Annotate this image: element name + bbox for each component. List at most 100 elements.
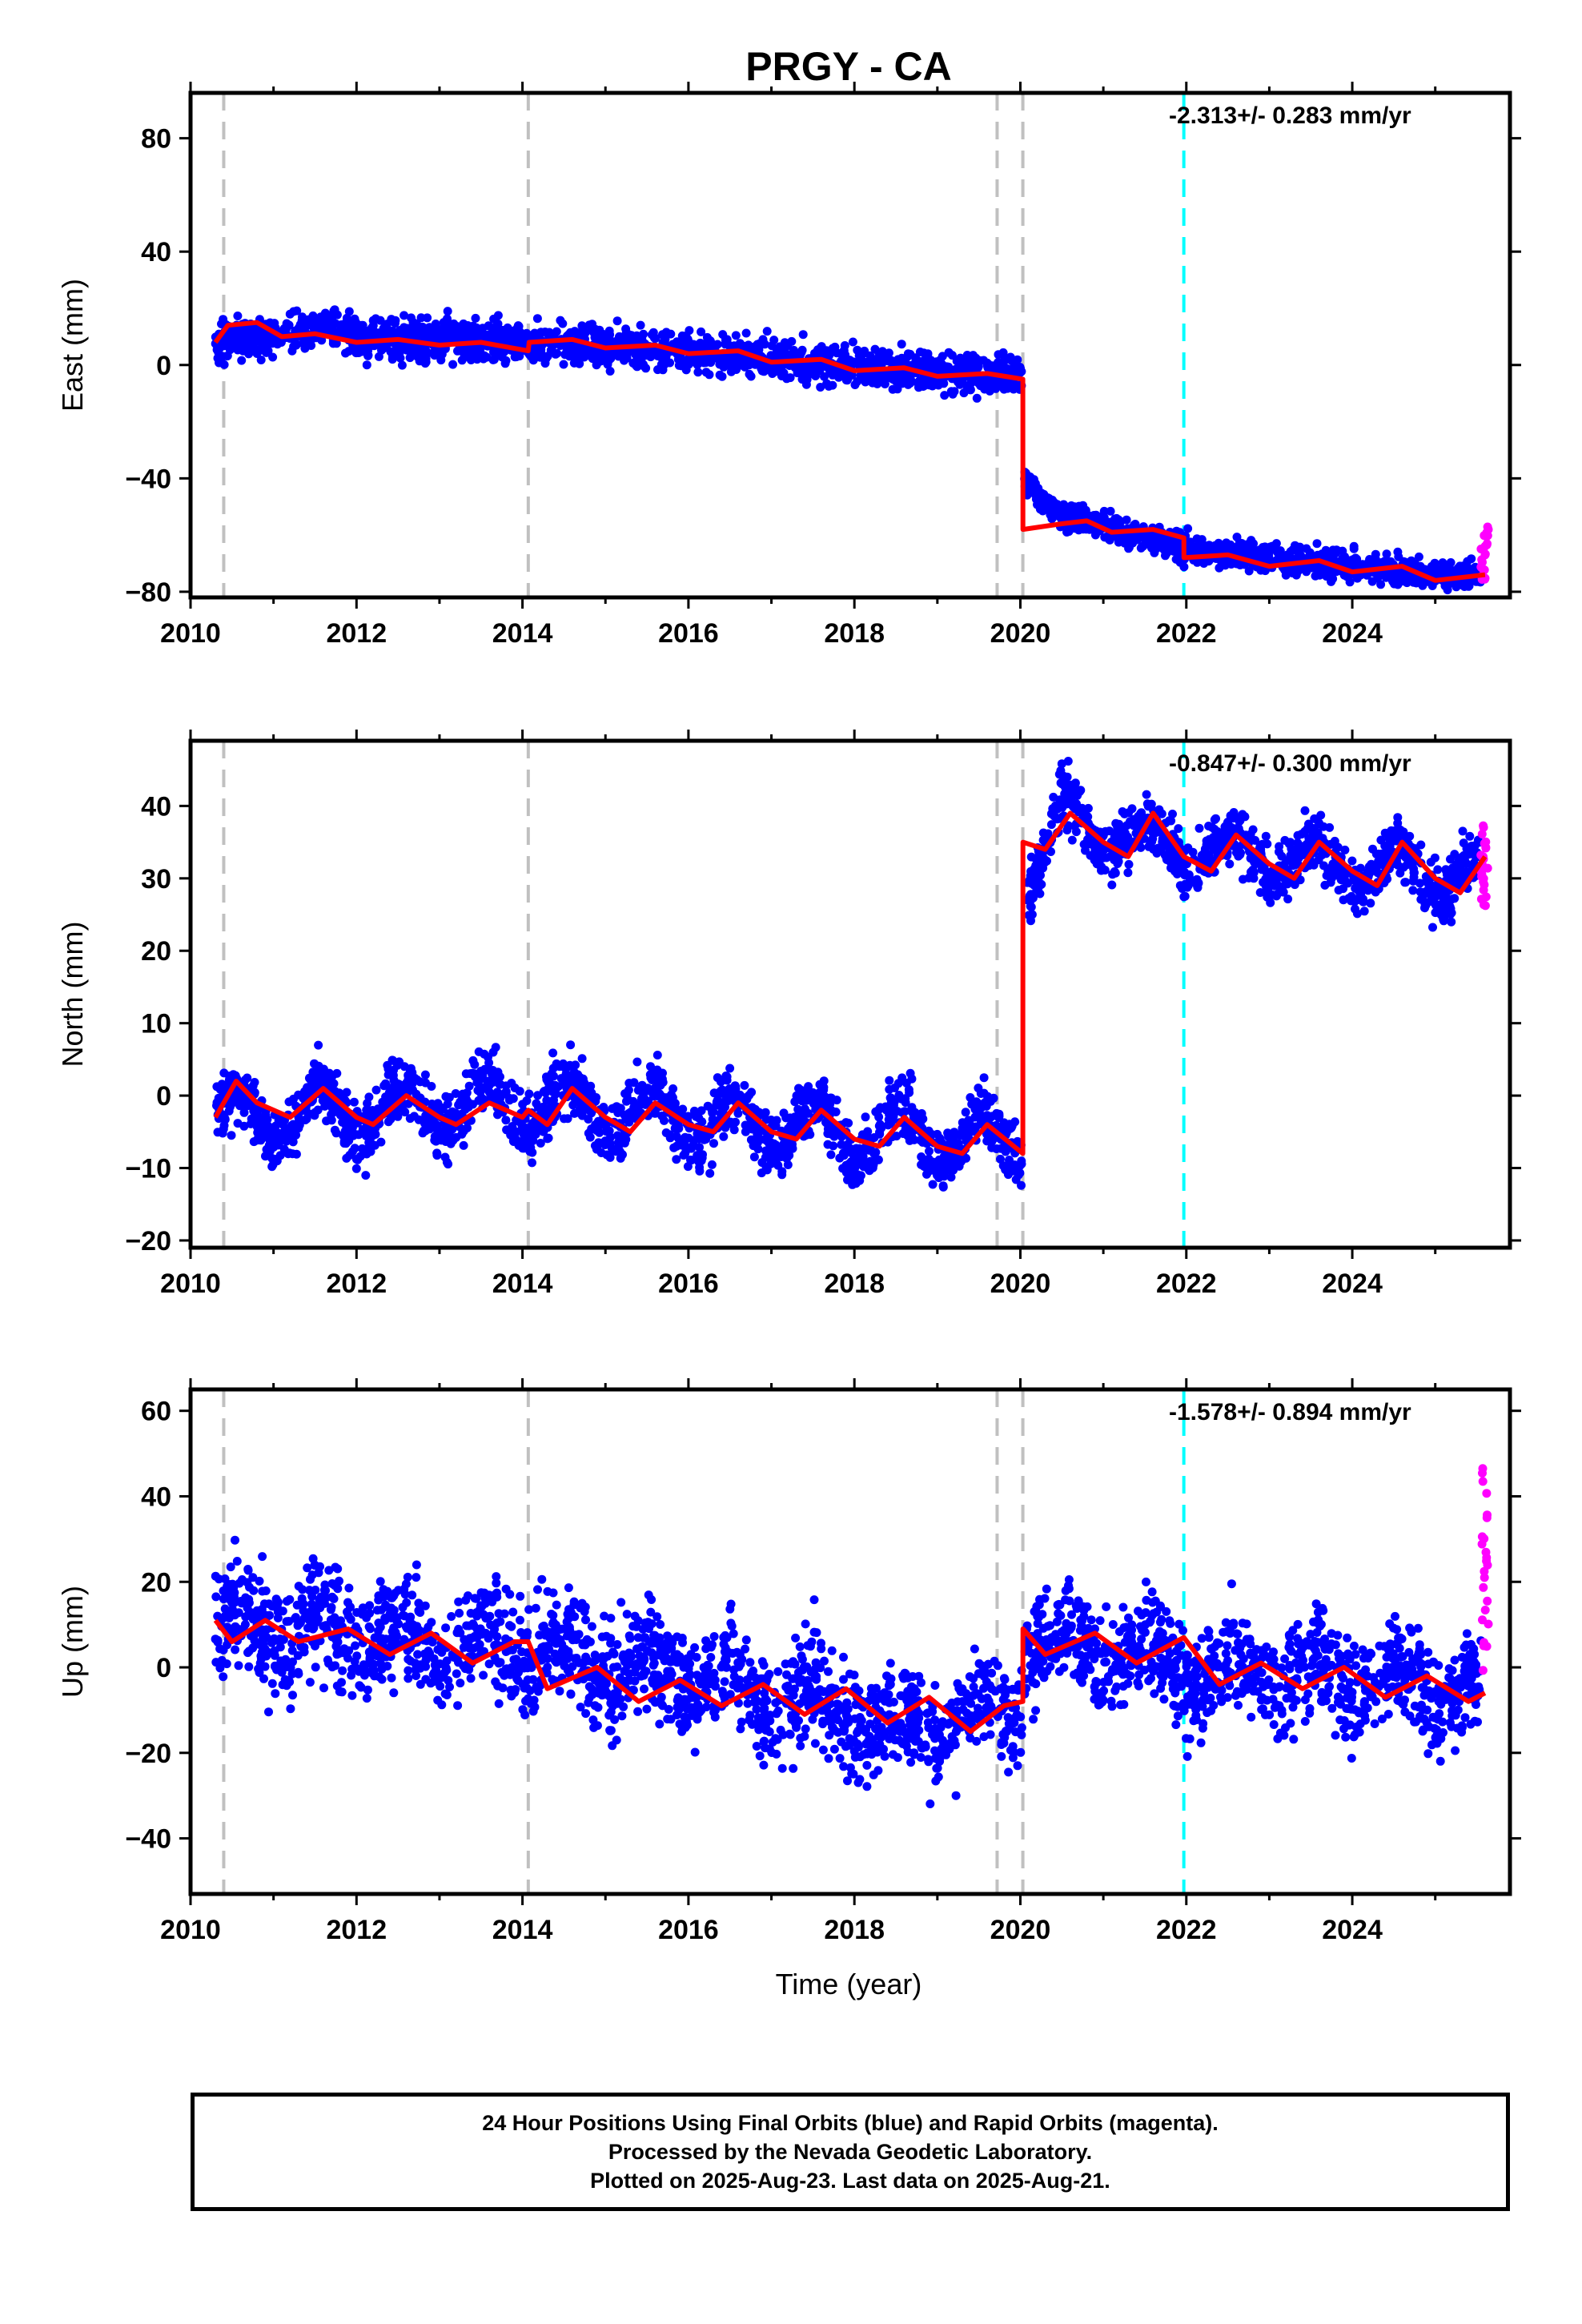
final-orbit-point — [1147, 543, 1156, 553]
final-orbit-point — [1005, 1120, 1014, 1129]
final-orbit-point — [474, 1047, 484, 1056]
final-orbit-point — [767, 341, 777, 351]
final-orbit-point — [961, 1108, 970, 1117]
final-orbit-point — [1237, 542, 1247, 552]
final-orbit-point — [1000, 353, 1010, 363]
final-orbit-point — [244, 338, 253, 347]
final-orbit-point — [569, 358, 579, 368]
final-orbit-point — [331, 1128, 341, 1138]
final-orbit-point — [482, 352, 492, 362]
final-orbit-point — [605, 367, 615, 376]
final-orbit-point — [745, 369, 754, 379]
final-orbit-point — [548, 1048, 558, 1058]
final-orbit-point — [885, 1110, 894, 1120]
final-orbit-point — [1011, 367, 1021, 376]
final-orbit-point — [489, 314, 499, 324]
final-orbit-point — [886, 1119, 895, 1128]
final-orbit-point — [722, 1072, 732, 1081]
final-orbit-point — [307, 341, 316, 350]
final-orbit-point — [550, 1080, 560, 1090]
final-orbit-point — [297, 316, 307, 325]
final-orbit-point — [431, 320, 440, 328]
final-orbit-point — [901, 1098, 910, 1108]
final-orbit-point — [1186, 537, 1195, 547]
final-orbit-point — [928, 1180, 938, 1189]
final-orbit-point — [834, 372, 844, 382]
final-orbit-point — [868, 1163, 877, 1172]
final-orbit-point — [637, 1095, 646, 1104]
final-orbit-point — [1100, 533, 1110, 542]
y-tick-label: −80 — [125, 577, 171, 608]
final-orbit-point — [853, 376, 862, 386]
final-orbit-point — [320, 1071, 330, 1080]
final-orbit-point — [632, 361, 641, 371]
final-orbit-point — [457, 1124, 467, 1134]
final-orbit-point — [252, 1110, 262, 1119]
final-orbit-point — [1063, 757, 1073, 766]
final-orbit-point — [383, 1117, 393, 1127]
final-orbit-point — [1402, 578, 1411, 588]
plot-area — [212, 741, 1492, 1248]
final-orbit-point — [278, 1133, 287, 1143]
final-orbit-point — [922, 1157, 932, 1167]
final-orbit-point — [992, 362, 1002, 372]
final-orbit-point — [707, 1160, 717, 1169]
final-orbit-point — [489, 1068, 498, 1077]
final-orbit-point — [348, 1131, 358, 1140]
final-orbit-point — [970, 1112, 980, 1122]
final-orbit-point — [552, 348, 562, 358]
final-orbit-point — [247, 346, 256, 356]
final-orbit-point — [649, 348, 659, 358]
final-orbit-point — [725, 1092, 734, 1101]
final-orbit-point — [556, 316, 565, 325]
final-orbit-point — [464, 1081, 474, 1091]
final-orbit-point — [466, 328, 476, 338]
final-orbit-point — [820, 372, 829, 381]
final-orbit-point — [506, 1130, 516, 1140]
final-orbit-point — [1114, 537, 1123, 547]
final-orbit-point — [267, 1153, 277, 1163]
final-orbit-point — [1183, 524, 1193, 533]
final-orbit-point — [658, 330, 667, 340]
final-orbit-point — [219, 1088, 228, 1097]
final-orbit-point — [339, 1139, 349, 1148]
final-orbit-point — [889, 1097, 899, 1107]
final-orbit-point — [876, 360, 885, 369]
final-orbit-point — [895, 376, 905, 385]
final-orbit-point — [994, 1112, 1004, 1121]
final-orbit-point — [416, 344, 425, 354]
final-orbit-point — [818, 1092, 827, 1102]
final-orbit-point — [864, 1145, 873, 1155]
final-orbit-point — [255, 336, 264, 346]
final-orbit-point — [1433, 567, 1443, 577]
final-orbit-point — [759, 367, 769, 376]
final-orbit-point — [1225, 859, 1235, 869]
final-orbit-point — [861, 1112, 870, 1122]
final-orbit-point — [886, 356, 896, 365]
final-orbit-point — [786, 1120, 795, 1130]
final-orbit-point — [1106, 506, 1115, 516]
final-orbit-point — [303, 315, 313, 324]
final-orbit-point — [731, 331, 741, 340]
final-orbit-point — [652, 1051, 662, 1059]
final-orbit-point — [219, 315, 228, 324]
final-orbit-point — [263, 346, 273, 356]
x-tick-label: 2024 — [1322, 618, 1383, 649]
final-orbit-point — [380, 343, 389, 352]
final-orbit-point — [1300, 806, 1310, 815]
final-orbit-point — [815, 1080, 825, 1089]
final-orbit-point — [957, 361, 966, 370]
final-orbit-point — [904, 1085, 913, 1095]
final-orbit-point — [811, 372, 821, 380]
final-orbit-point — [591, 1120, 600, 1129]
y-tick-label: 40 — [141, 237, 171, 267]
final-orbit-point — [563, 1114, 572, 1124]
final-orbit-point — [950, 387, 959, 396]
final-orbit-point — [700, 1135, 709, 1144]
final-orbit-point — [362, 360, 371, 370]
final-orbit-point — [1346, 559, 1355, 569]
final-orbit-point — [1433, 865, 1443, 875]
final-orbit-point — [915, 348, 925, 356]
final-orbit-point — [632, 1057, 642, 1067]
final-orbit-point — [996, 1154, 1005, 1164]
